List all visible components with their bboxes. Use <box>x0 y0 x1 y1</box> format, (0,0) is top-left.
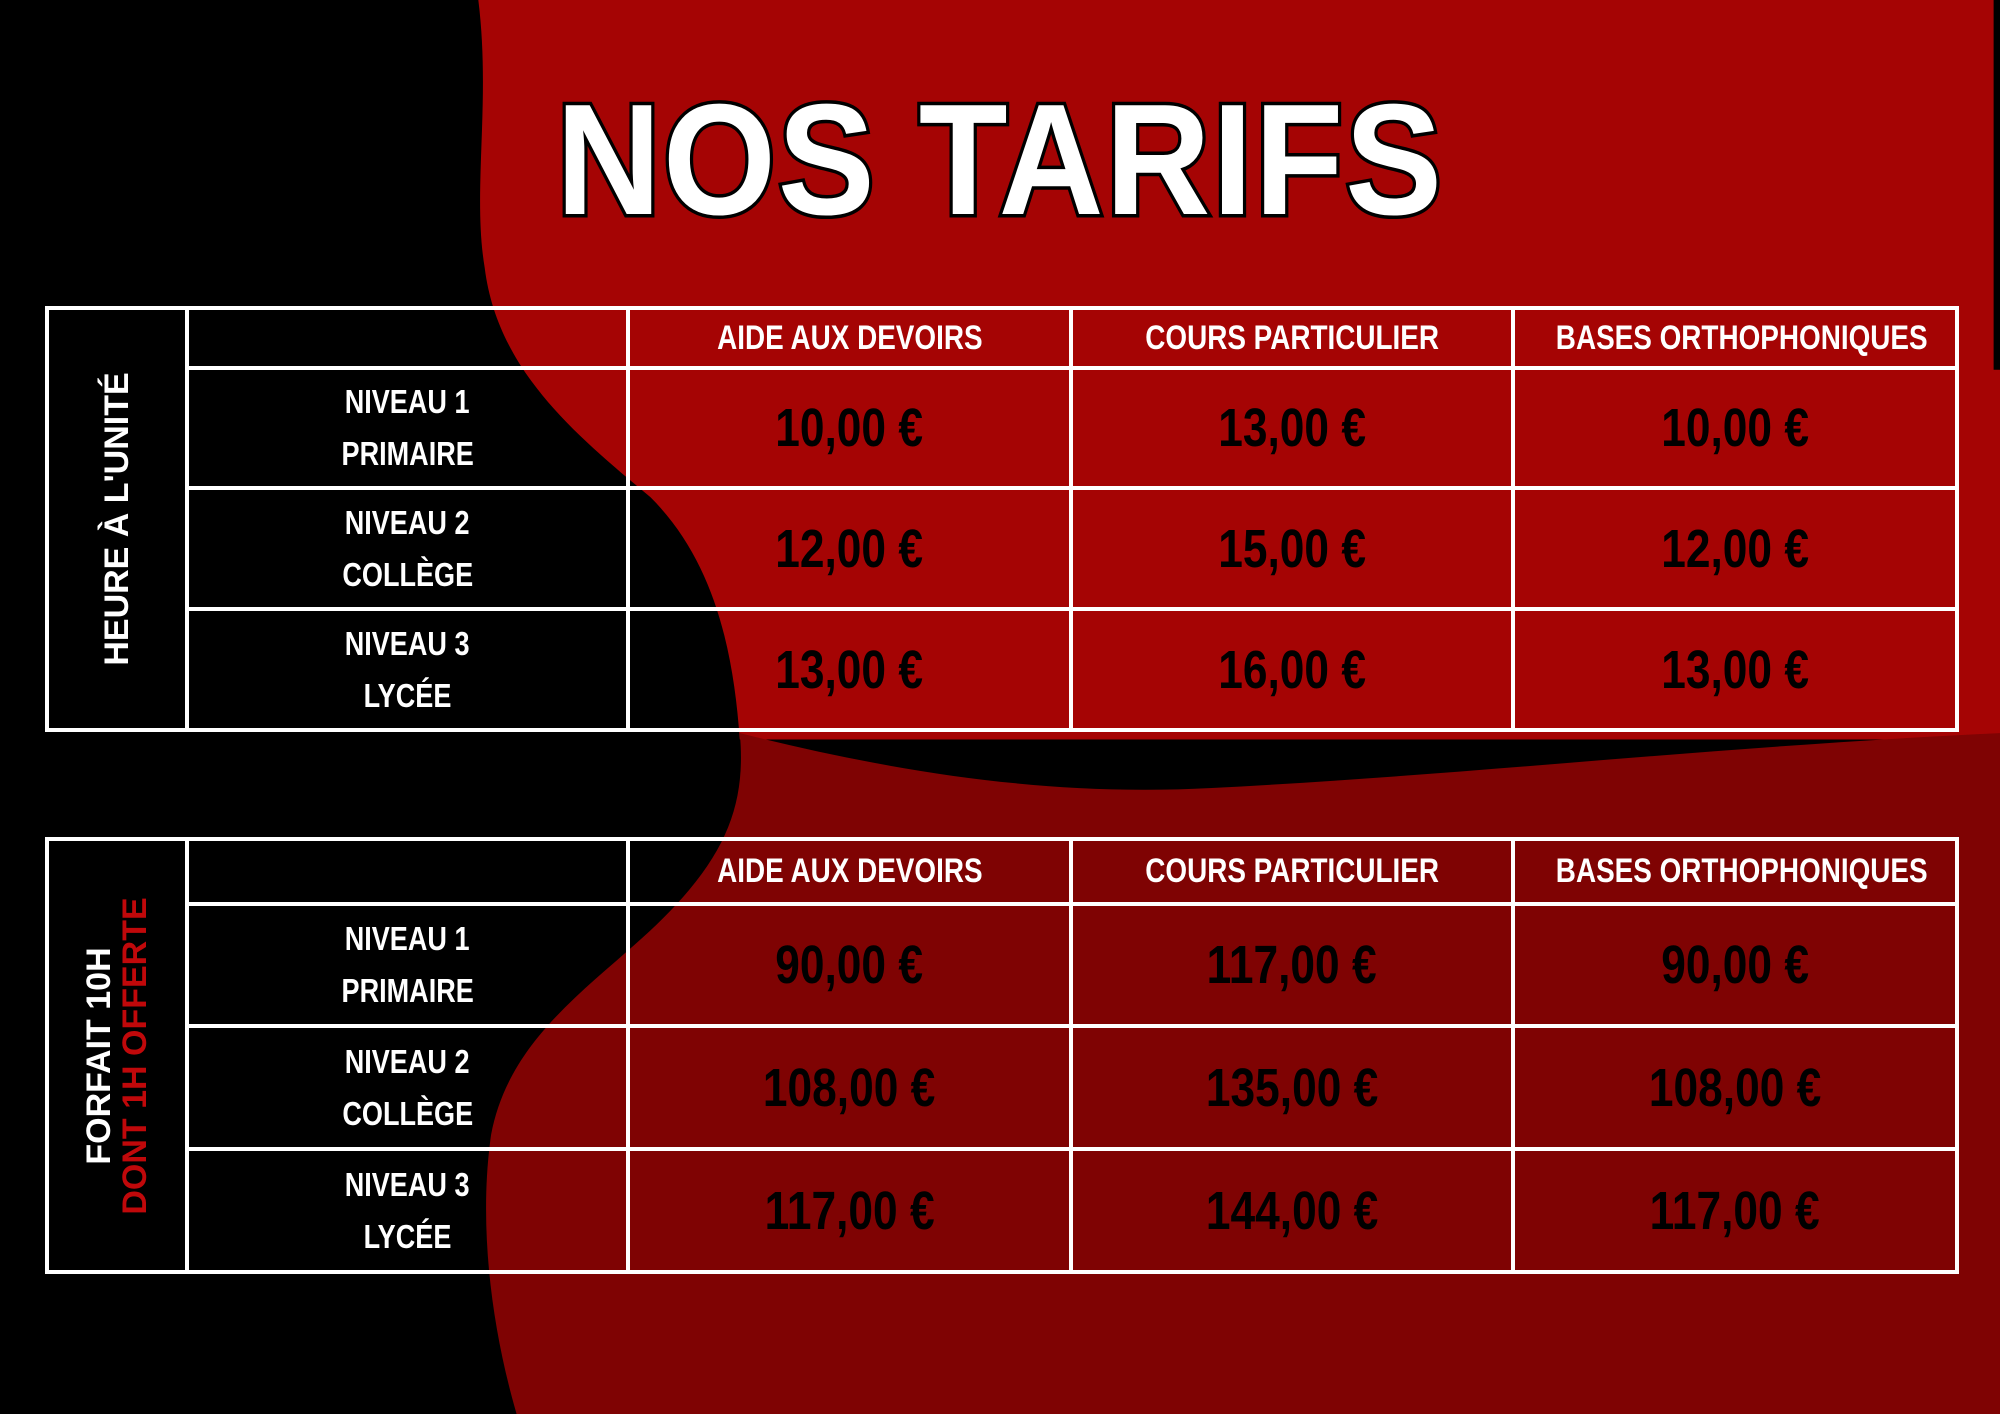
level-cell: NIVEAU 1 PRIMAIRE <box>185 902 630 1028</box>
side-label: FORFAIT 10H <box>80 946 118 1165</box>
page-title: NOS TARIFS <box>553 69 1445 252</box>
price-cell: 16,00 € <box>1069 607 1515 732</box>
side-label-cell: FORFAIT 10H DONT 1H OFFERTE <box>45 837 189 1274</box>
price-table-hourly: HEURE À L'UNITÉ AIDE AUX DEVOIRS COURS P… <box>45 306 1959 732</box>
price-cell: 108,00 € <box>1511 1024 1959 1151</box>
price-cell: 10,00 € <box>626 366 1073 490</box>
table-row: NIVEAU 3 LYCÉE 117,00 € 144,00 € 117,00 € <box>47 1147 1959 1274</box>
table-row: NIVEAU 3 LYCÉE 13,00 € 16,00 € 13,00 € <box>47 607 1959 732</box>
price-cell: 12,00 € <box>1511 486 1959 611</box>
price-cell: 135,00 € <box>1069 1024 1515 1151</box>
price-cell: 10,00 € <box>1511 366 1959 490</box>
table-row: NIVEAU 1 PRIMAIRE 10,00 € 13,00 € 10,00 € <box>47 366 1959 490</box>
empty-header-cell <box>185 837 630 906</box>
column-header: COURS PARTICULIER <box>1069 837 1515 906</box>
price-cell: 12,00 € <box>626 486 1073 611</box>
price-cell: 90,00 € <box>626 902 1073 1028</box>
price-cell: 13,00 € <box>1511 607 1959 732</box>
side-label: HEURE À L'UNITÉ <box>98 372 136 666</box>
price-cell: 13,00 € <box>626 607 1073 732</box>
column-header: AIDE AUX DEVOIRS <box>626 306 1073 370</box>
price-cell: 117,00 € <box>1069 902 1515 1028</box>
price-table-package: FORFAIT 10H DONT 1H OFFERTE AIDE AUX DEV… <box>45 837 1959 1274</box>
column-header: COURS PARTICULIER <box>1069 306 1515 370</box>
price-cell: 117,00 € <box>1511 1147 1959 1274</box>
table-row: NIVEAU 2 COLLÈGE 12,00 € 15,00 € 12,00 € <box>47 486 1959 611</box>
column-header: BASES ORTHOPHONIQUES <box>1511 306 1959 370</box>
right-edge <box>1993 0 2000 370</box>
price-cell: 144,00 € <box>1069 1147 1515 1274</box>
price-cell: 90,00 € <box>1511 902 1959 1028</box>
level-cell: NIVEAU 2 COLLÈGE <box>185 486 630 611</box>
column-header: AIDE AUX DEVOIRS <box>626 837 1073 906</box>
level-cell: NIVEAU 3 LYCÉE <box>185 1147 630 1274</box>
price-cell: 108,00 € <box>626 1024 1073 1151</box>
level-cell: NIVEAU 1 PRIMAIRE <box>185 366 630 490</box>
table-row: NIVEAU 1 PRIMAIRE 90,00 € 117,00 € 90,00 … <box>47 902 1959 1028</box>
side-label-cell: HEURE À L'UNITÉ <box>45 306 189 732</box>
column-header: BASES ORTHOPHONIQUES <box>1511 837 1959 906</box>
side-sublabel: DONT 1H OFFERTE <box>116 896 154 1215</box>
empty-header-cell <box>185 306 630 370</box>
price-cell: 15,00 € <box>1069 486 1515 611</box>
level-cell: NIVEAU 3 LYCÉE <box>185 607 630 732</box>
price-cell: 117,00 € <box>626 1147 1073 1274</box>
price-cell: 13,00 € <box>1069 366 1515 490</box>
level-cell: NIVEAU 2 COLLÈGE <box>185 1024 630 1151</box>
table-row: NIVEAU 2 COLLÈGE 108,00 € 135,00 € 108,00… <box>47 1024 1959 1151</box>
